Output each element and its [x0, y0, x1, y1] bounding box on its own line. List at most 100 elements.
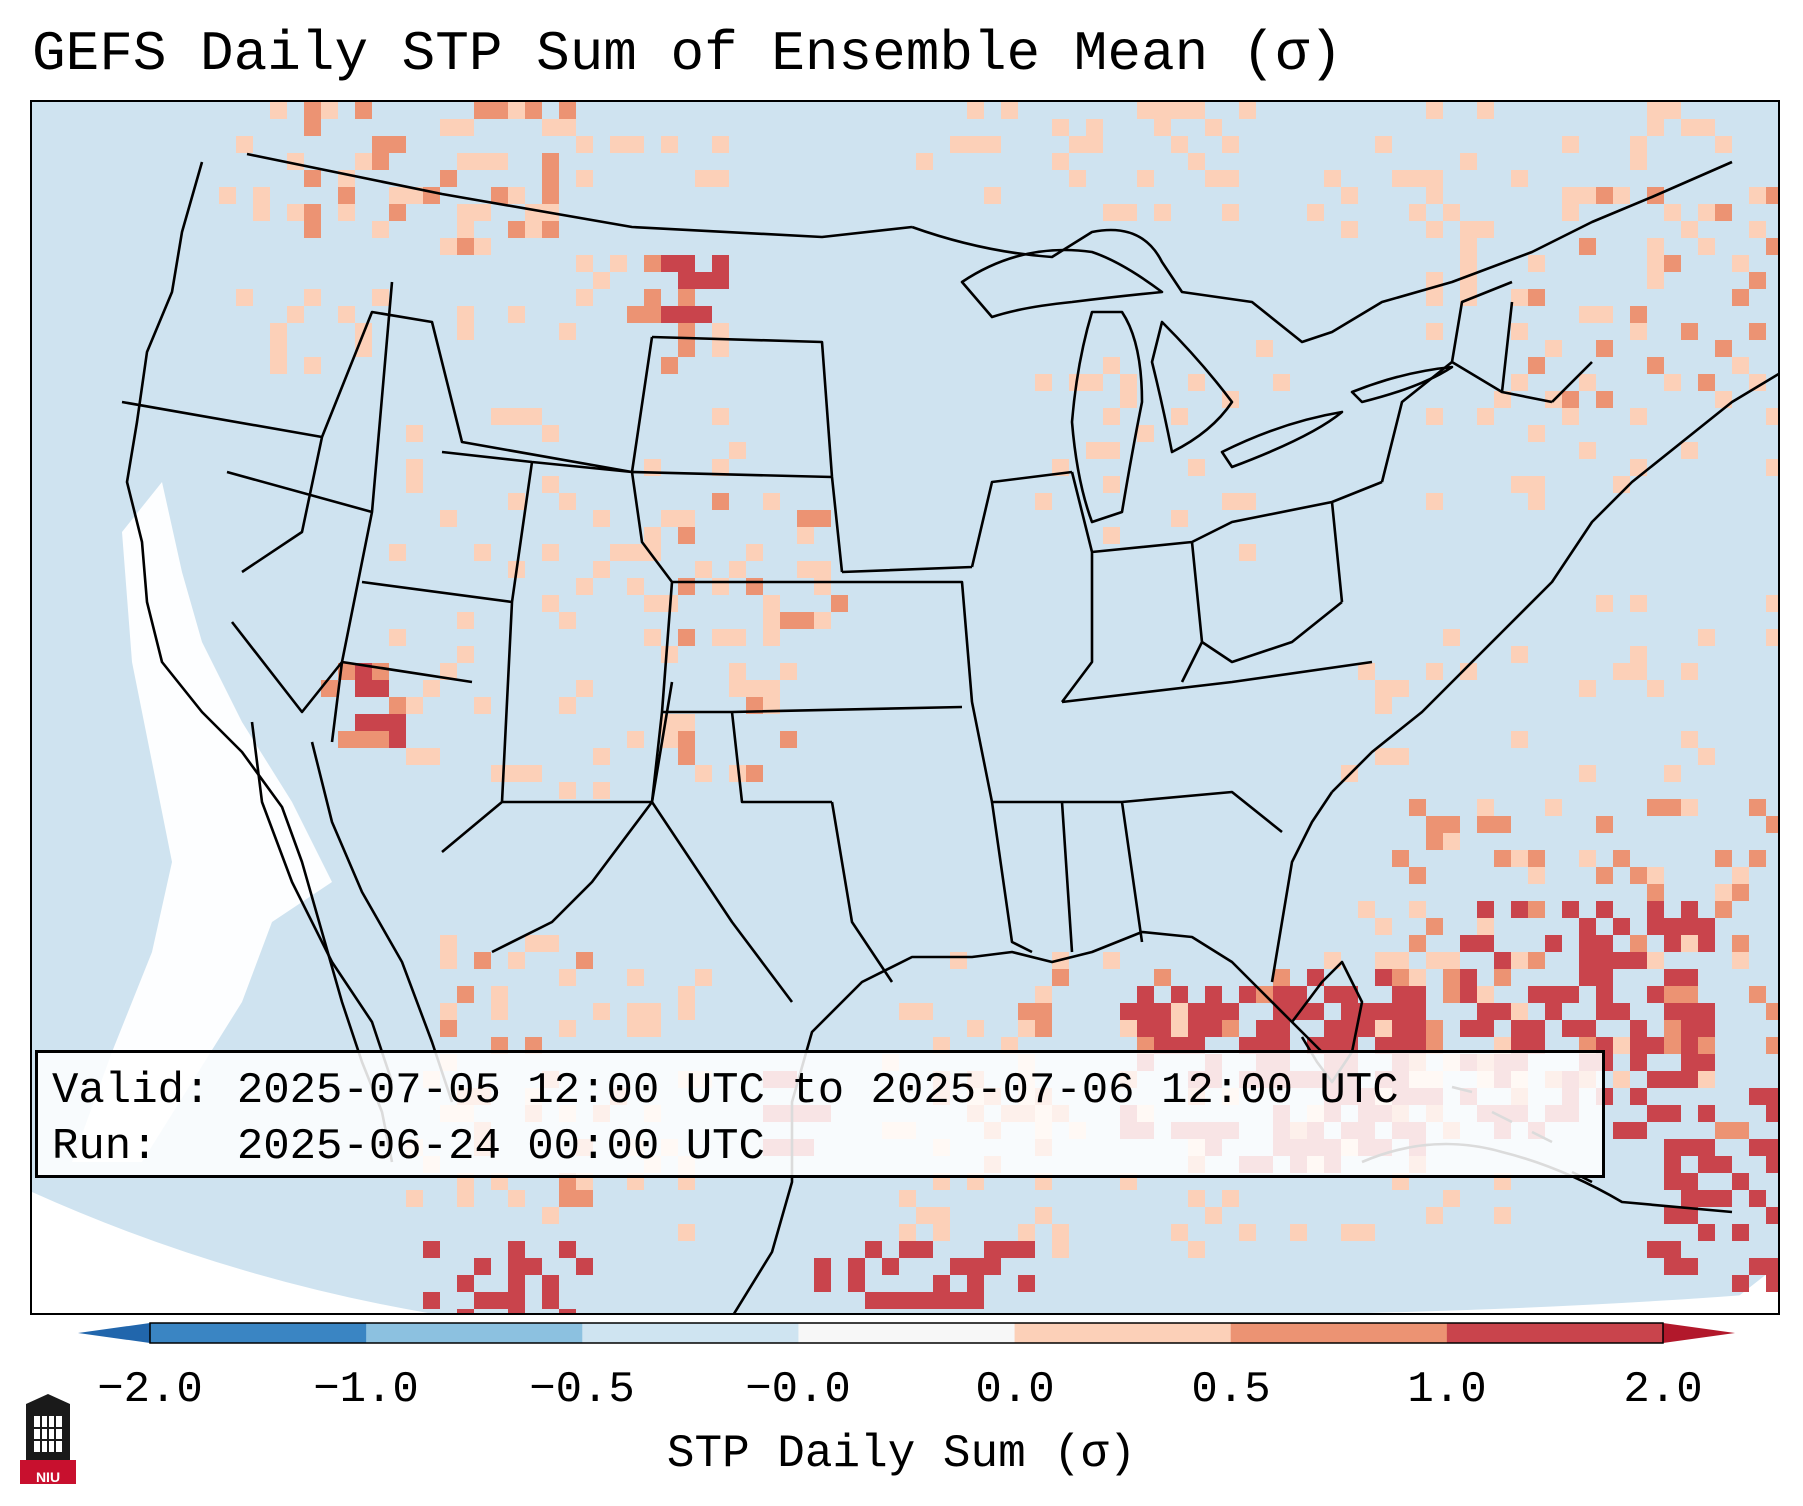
- anomaly-cell-moderate: [780, 731, 797, 748]
- anomaly-cell-moderate: [644, 255, 661, 272]
- anomaly-cell-light: [440, 238, 457, 255]
- anomaly-cell-light: [1579, 850, 1596, 867]
- anomaly-cell-moderate: [712, 493, 729, 510]
- anomaly-cell-strong: [1460, 969, 1477, 986]
- anomaly-cell-strong: [695, 306, 712, 323]
- anomaly-cell-light: [1698, 119, 1715, 136]
- anomaly-cell-light: [1749, 374, 1766, 391]
- anomaly-cell-light: [916, 153, 933, 170]
- anomaly-cell-light: [1545, 340, 1562, 357]
- anomaly-cell-strong: [1256, 1037, 1273, 1054]
- anomaly-cell-strong: [508, 1241, 525, 1258]
- anomaly-cell-strong: [372, 714, 389, 731]
- anomaly-cell-moderate: [304, 102, 321, 119]
- anomaly-cell-light: [1052, 119, 1069, 136]
- anomaly-cell-light: [1018, 1224, 1035, 1241]
- anomaly-cell-light: [1749, 187, 1766, 204]
- anomaly-cell-light: [1681, 442, 1698, 459]
- anomaly-cell-light: [508, 493, 525, 510]
- anomaly-cell-light: [1103, 442, 1120, 459]
- anomaly-cell-light: [1647, 272, 1664, 289]
- anomaly-cell-light: [610, 544, 627, 561]
- anomaly-cell-light: [542, 935, 559, 952]
- anomaly-cell-strong: [1681, 1139, 1698, 1156]
- anomaly-cell-strong: [984, 1258, 1001, 1275]
- anomaly-cell-light: [1324, 952, 1341, 969]
- anomaly-cell-strong: [1409, 1037, 1426, 1054]
- anomaly-cell-light: [491, 986, 508, 1003]
- anomaly-cell-light: [542, 476, 559, 493]
- anomaly-cell-strong: [1681, 918, 1698, 935]
- anomaly-cell-light: [1086, 374, 1103, 391]
- anomaly-cell-strong: [1613, 1122, 1630, 1139]
- anomaly-cell-light: [1239, 1224, 1256, 1241]
- anomaly-cell-strong: [695, 272, 712, 289]
- anomaly-cell-light: [763, 595, 780, 612]
- anomaly-cell-moderate: [1766, 1003, 1778, 1020]
- anomaly-cell-light: [1358, 1224, 1375, 1241]
- anomaly-cell-light: [1222, 136, 1239, 153]
- anomaly-cell-strong: [355, 714, 372, 731]
- anomaly-cell-moderate: [372, 136, 389, 153]
- anomaly-cell-strong: [1681, 1207, 1698, 1224]
- anomaly-cell-light: [1630, 153, 1647, 170]
- anomaly-cell-light: [984, 187, 1001, 204]
- anomaly-cell-strong: [474, 1258, 491, 1275]
- anomaly-cell-strong: [1698, 1156, 1715, 1173]
- anomaly-cell-moderate: [678, 578, 695, 595]
- anomaly-cell-light: [389, 629, 406, 646]
- anomaly-cell-light: [406, 697, 423, 714]
- anomaly-cell-light: [406, 459, 423, 476]
- anomaly-cell-light: [1069, 136, 1086, 153]
- anomaly-cell-light: [1477, 986, 1494, 1003]
- anomaly-cell-light: [1171, 510, 1188, 527]
- anomaly-cell-moderate: [1647, 884, 1664, 901]
- anomaly-cell-strong: [882, 1292, 899, 1309]
- anomaly-cell-strong: [1205, 986, 1222, 1003]
- anomaly-cell-light: [1341, 187, 1358, 204]
- anomaly-cell-light: [712, 459, 729, 476]
- anomaly-cell-light: [372, 289, 389, 306]
- anomaly-cell-strong: [1579, 969, 1596, 986]
- anomaly-cell-light: [593, 510, 610, 527]
- anomaly-cell-light: [440, 663, 457, 680]
- anomaly-cell-light: [1324, 170, 1341, 187]
- anomaly-cell-light: [1426, 663, 1443, 680]
- colorbar-segments: [150, 1323, 1664, 1343]
- anomaly-cell-light: [457, 204, 474, 221]
- anomaly-cell-strong: [1766, 1275, 1778, 1292]
- anomaly-cell-moderate: [1596, 867, 1613, 884]
- anomaly-cell-light: [440, 1003, 457, 1020]
- anomaly-cell-moderate: [1494, 816, 1511, 833]
- anomaly-cell-strong: [1596, 1003, 1613, 1020]
- anomaly-cell-light: [1035, 374, 1052, 391]
- anomaly-cell-strong: [1647, 986, 1664, 1003]
- lake-huron: [1150, 320, 1234, 454]
- anomaly-cell-light: [457, 323, 474, 340]
- great-lakes-shore: [911, 160, 1733, 344]
- anomaly-cell-strong: [899, 1241, 916, 1258]
- anomaly-cell-strong: [1477, 1020, 1494, 1037]
- anomaly-cell-moderate: [1664, 1037, 1681, 1054]
- anomaly-cell-light: [508, 408, 525, 425]
- anomaly-cell-light: [525, 408, 542, 425]
- anomaly-cell-light: [1698, 1071, 1715, 1088]
- colorbar-tick-label: −2.0: [97, 1365, 203, 1415]
- anomaly-cell-light: [1698, 204, 1715, 221]
- anomaly-cell-moderate: [678, 527, 695, 544]
- anomaly-cell-light: [440, 510, 457, 527]
- anomaly-cell-light: [899, 1190, 916, 1207]
- anomaly-cell-light: [1613, 1071, 1630, 1088]
- anomaly-cell-strong: [1154, 1037, 1171, 1054]
- anomaly-cell-strong: [1766, 1207, 1778, 1224]
- anomaly-cell-strong: [1239, 1037, 1256, 1054]
- anomaly-cell-light: [542, 119, 559, 136]
- anomaly-cell-light: [1103, 357, 1120, 374]
- anomaly-cell-strong: [1358, 1020, 1375, 1037]
- anomaly-cell-light: [1664, 102, 1681, 119]
- anomaly-cell-strong: [678, 272, 695, 289]
- anomaly-cell-light: [1103, 527, 1120, 544]
- anomaly-cell-strong: [1528, 986, 1545, 1003]
- anomaly-cell-light: [746, 544, 763, 561]
- anomaly-cell-light: [678, 986, 695, 1003]
